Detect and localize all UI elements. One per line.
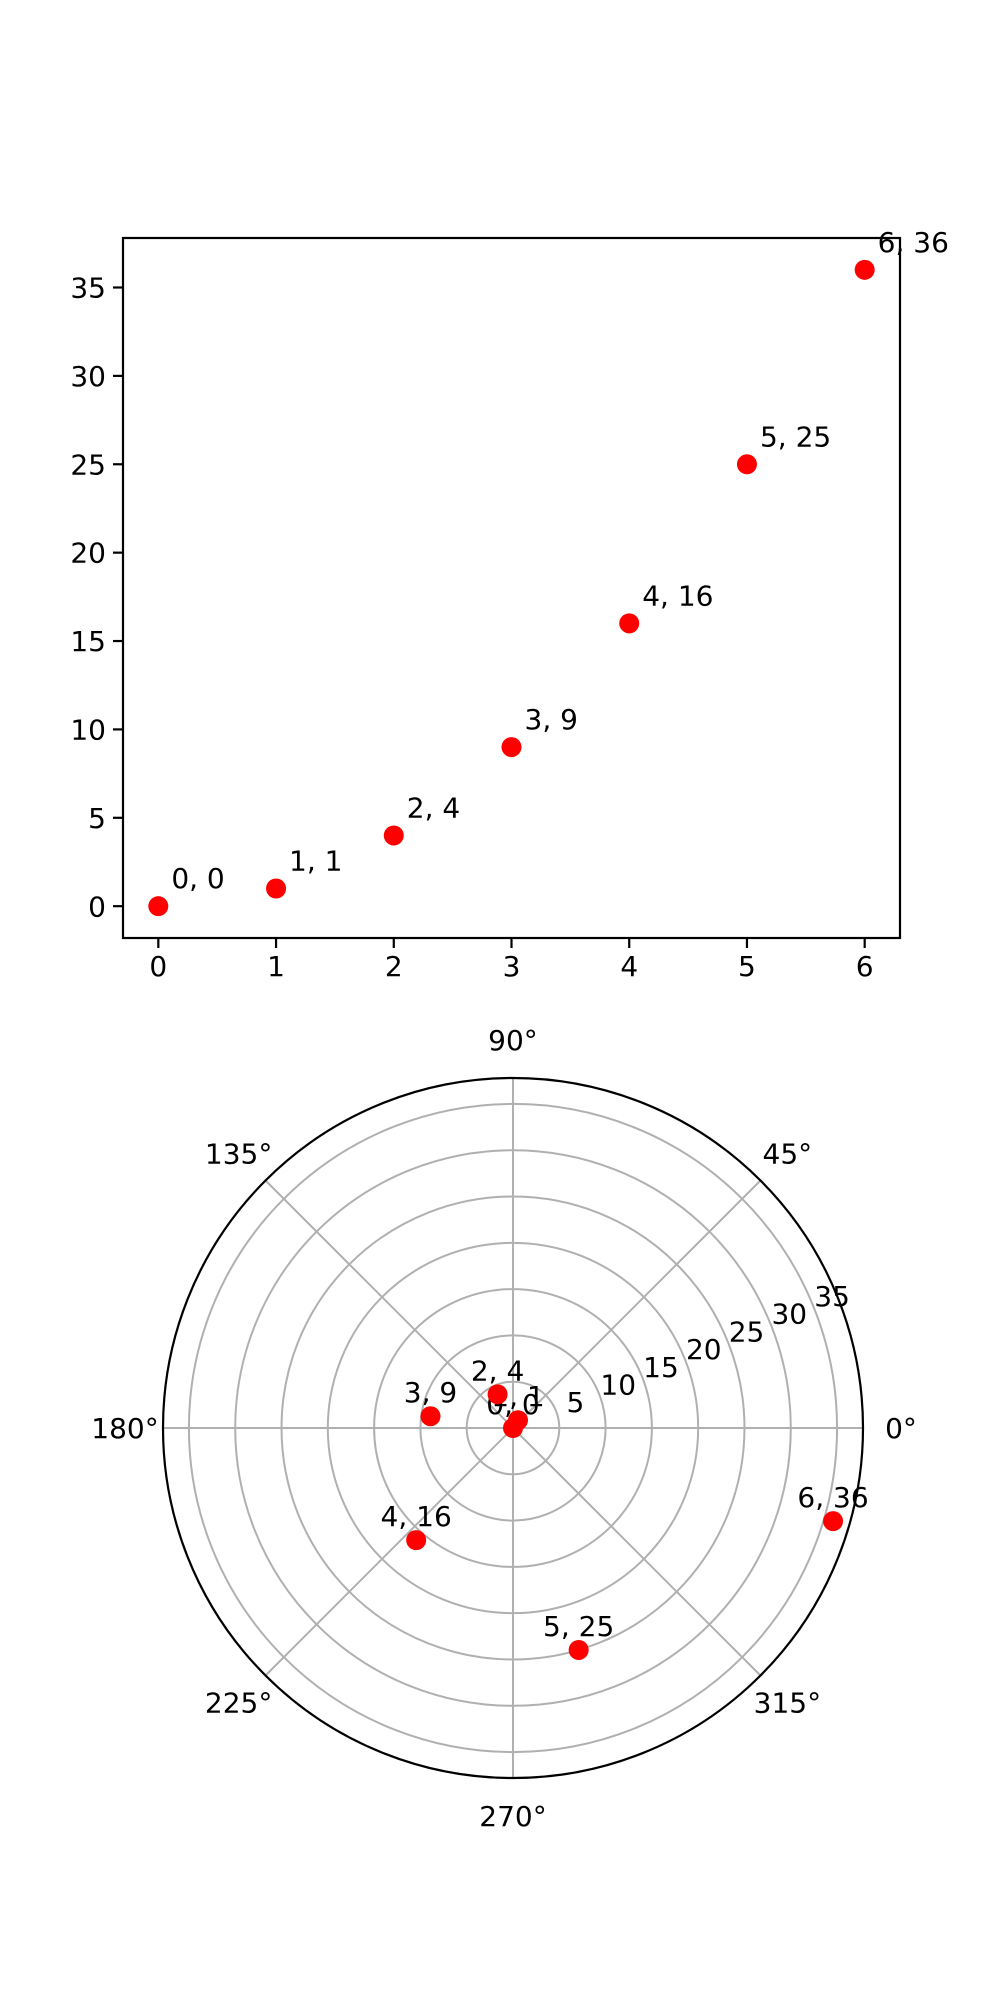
angular-gridline: [264, 1427, 514, 1677]
data-point-label: 4, 16: [381, 1500, 452, 1533]
y-axis-tick-label: 10: [70, 713, 106, 746]
angular-gridline: [512, 1179, 762, 1429]
angular-gridline: [512, 1427, 762, 1677]
data-point: [420, 1406, 441, 1427]
cartesian-scatter-plot: 0 1 2 3 4 5 6 0 5 10 15 20 25 30 35 0, 0 1, 1 2, 4 3, 9 4, …: [70, 226, 949, 983]
angular-tick-label: 45°: [763, 1138, 813, 1171]
y-axis-tick-label: 0: [88, 890, 106, 923]
radial-tick-label: 30: [771, 1298, 807, 1331]
data-point: [406, 1530, 427, 1551]
data-point: [568, 1639, 589, 1660]
angular-tick-label: 180°: [91, 1412, 158, 1445]
y-axis-tick-label: 35: [70, 272, 106, 305]
radial-tick-label: 35: [814, 1280, 850, 1313]
angular-tick-label: 270°: [479, 1800, 546, 1833]
data-point: [508, 1410, 529, 1431]
angular-tick-label: 135°: [205, 1138, 272, 1171]
x-axis-tick-label: 4: [620, 950, 638, 983]
x-axis-tick-label: 5: [738, 950, 756, 983]
data-point-label: 1, 1: [289, 845, 342, 878]
radial-gridline: [373, 1288, 653, 1568]
data-point-label: 6, 36: [878, 226, 949, 259]
data-point: [383, 825, 404, 846]
y-axis-tick-label: 5: [88, 802, 106, 835]
data-point-label: 4, 16: [642, 579, 713, 612]
polar-boundary: [161, 1076, 865, 1780]
radial-gridline: [187, 1102, 839, 1754]
data-point: [487, 1384, 508, 1405]
angular-tick-label: 0°: [885, 1412, 917, 1445]
data-point-label: 2, 4: [407, 791, 460, 824]
data-point: [148, 896, 169, 917]
radial-gridline: [465, 1380, 561, 1476]
data-point: [501, 737, 522, 758]
radial-tick-label: 5: [567, 1386, 585, 1419]
data-point-label: 3, 9: [525, 703, 578, 736]
data-point-label: 6, 36: [797, 1481, 868, 1514]
plot-area-spines: [121, 236, 902, 940]
y-axis-tick-label: 20: [70, 537, 106, 570]
radial-gridline: [234, 1149, 792, 1707]
data-point-label: 0, 0: [171, 862, 224, 895]
angular-tick-label: 90°: [488, 1024, 538, 1057]
data-point-label: 3, 9: [404, 1376, 457, 1409]
radial-tick-label: 25: [729, 1315, 765, 1348]
angular-tick-label: 225°: [205, 1686, 272, 1719]
data-point: [823, 1511, 844, 1532]
radial-tick-label: 10: [600, 1368, 636, 1401]
radial-tick-label: 15: [643, 1351, 679, 1384]
radial-tick-label: 20: [686, 1333, 722, 1366]
radial-gridline: [326, 1241, 700, 1615]
radial-gridline: [419, 1334, 607, 1522]
x-axis-tick-label: 6: [856, 950, 874, 983]
data-point-label: 2, 4: [471, 1354, 524, 1387]
data-point-label: 5, 25: [543, 1610, 614, 1643]
y-axis-tick-label: 15: [70, 625, 106, 658]
y-axis-tick-label: 25: [70, 448, 106, 481]
x-axis-tick-label: 1: [267, 950, 285, 983]
polar-scatter-plot: 0°45°90°135°180°225°270°315°510152025303…: [91, 1024, 917, 1833]
data-point: [854, 259, 875, 280]
y-axis-tick-label: 30: [70, 360, 106, 393]
data-point: [619, 613, 640, 634]
angular-tick-label: 315°: [754, 1686, 821, 1719]
data-point: [266, 878, 287, 899]
x-axis-tick-label: 0: [149, 950, 167, 983]
x-axis-tick-label: 2: [385, 950, 403, 983]
data-point: [736, 454, 757, 475]
radial-gridline: [280, 1195, 746, 1661]
x-axis-tick-label: 3: [503, 950, 521, 983]
angular-gridline: [264, 1179, 514, 1429]
data-point-label: 5, 25: [760, 420, 831, 453]
